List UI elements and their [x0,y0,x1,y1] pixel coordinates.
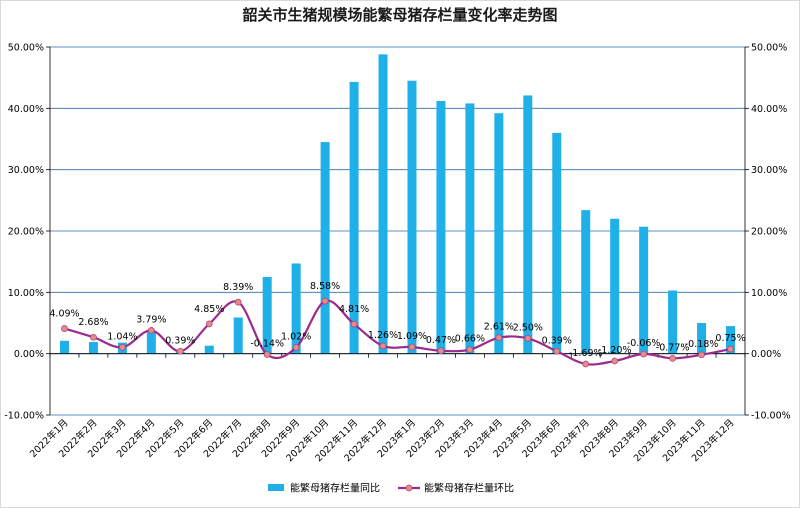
data-label: 0.75% [715,333,745,344]
chart-title: 韶关市生猪规模场能繁母猪存栏量变化率走势图 [242,6,557,24]
bar [668,290,678,354]
data-label: 0.39% [542,335,572,346]
bar [465,103,475,354]
y2-tick-label: 50.00% [751,43,787,54]
bar [436,100,446,354]
legend-label-line: 能繁母猪存栏量环比 [424,482,514,495]
data-labels: 4.09%2.68% 1.04% 3.79% 0.39% 4.85% 8.39% -0.14… [49,281,745,359]
bar [233,317,243,354]
y2-tick-label: 0.00% [751,349,781,360]
bar [291,263,301,354]
y-tick-label: 10.00% [8,288,44,299]
line-point [524,334,532,342]
line-point [437,347,445,355]
data-label: 1.02% [281,331,311,342]
line-point [408,343,416,351]
line-point [350,320,358,328]
y-tick-label: 40.00% [8,104,44,115]
y-tick-label: -10.00% [4,411,44,422]
line-point [495,334,503,342]
line-point [611,357,619,365]
bar [726,326,736,354]
bar [552,132,562,354]
line-point [553,347,561,355]
y-tick-label: 30.00% [8,165,44,176]
data-label: 4.85% [194,304,224,315]
bar [378,54,388,354]
data-label: 1.04% [107,331,137,342]
data-label: 2.50% [513,322,543,333]
data-label: 1.26% [368,330,398,341]
y-tick-label: 20.00% [8,227,44,238]
data-label: 0.39% [165,335,195,346]
bar [610,218,620,354]
bar [146,332,156,354]
data-label: 8.39% [223,282,253,293]
line-point [466,346,474,354]
line-point [61,325,68,332]
bar [697,323,707,354]
line-point [379,342,387,350]
bar [581,210,591,354]
legend-swatch-bar [268,484,284,491]
y-tick-label: 0.00% [14,349,44,360]
data-label: 3.79% [136,314,166,325]
line-series [61,297,734,368]
bar [349,81,359,354]
data-label: -0.14% [250,339,284,350]
data-label: 4.09% [49,309,79,320]
bar [262,277,272,354]
y2-tick-label: -10.00% [751,411,791,422]
data-label: 2.68% [78,317,108,328]
bar [639,226,649,354]
data-label: -0.77% [656,342,690,353]
legend: 能繁母猪存栏量同比 能繁母猪存栏量环比 [268,482,514,495]
line-point [90,333,97,341]
line-point [205,320,213,328]
bar [494,113,504,354]
data-label: 2.61% [484,322,514,333]
line-point [147,327,155,334]
bar [59,340,69,354]
line-point [118,343,126,351]
line-point [640,350,648,358]
bar [88,342,98,354]
data-label: -1.69% [569,348,603,359]
legend-marker [405,484,413,492]
line-point [234,298,242,306]
bar [320,142,330,354]
legend-label-bar: 能繁母猪存栏量同比 [290,482,380,495]
data-label: 0.47% [426,335,456,346]
data-label: -1.20% [598,345,632,356]
line-point [292,344,300,351]
data-label: 0.66% [455,334,485,345]
y-tick-label: 50.00% [8,43,44,54]
y2-tick-label: 10.00% [751,288,787,299]
line-point [582,360,590,368]
data-label: -0.18% [685,339,719,350]
line-point [321,297,329,305]
bar [407,80,417,354]
y2-tick-label: 30.00% [751,165,787,176]
data-label: -0.06% [627,338,661,349]
line-point [176,347,184,355]
data-label: 1.09% [397,331,427,342]
y2-tick-label: 40.00% [751,104,787,115]
data-label: 8.58% [310,281,340,292]
line-point [669,354,677,362]
bar [523,95,533,354]
line-point [698,351,705,359]
line-point [727,345,734,353]
data-label: 4.81% [339,304,369,315]
y2-tick-label: 20.00% [751,227,787,238]
bar [204,345,214,354]
bar-series [59,54,736,354]
line-point [263,351,271,358]
